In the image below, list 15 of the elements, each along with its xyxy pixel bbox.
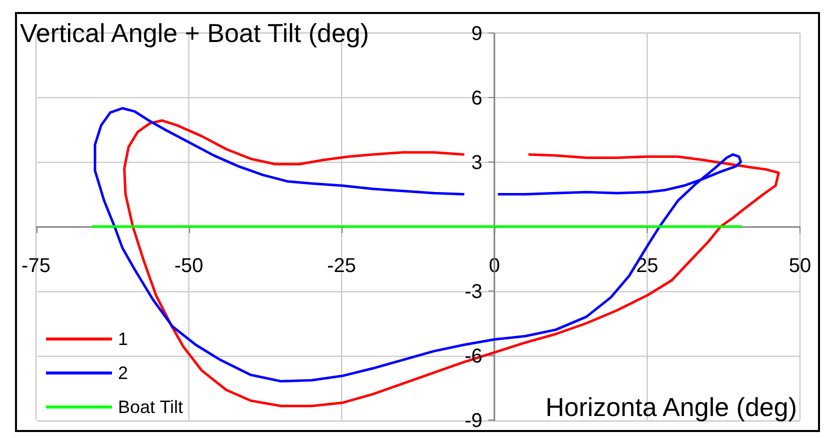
y-axis-title: Vertical Angle + Boat Tilt (deg): [20, 18, 370, 49]
x-tick-label: -50: [174, 255, 204, 277]
y-tick-label: -9: [464, 410, 482, 432]
y-tick-label: 3: [471, 152, 482, 174]
line-series: [94, 107, 742, 383]
y-tick-label: -3: [464, 281, 482, 303]
y-tick-label: 6: [471, 88, 482, 110]
x-tick-label: 50: [788, 255, 812, 277]
x-axis-title: Horizonta Angle (deg): [546, 392, 797, 423]
x-tick-label: -75: [22, 255, 50, 277]
x-tick-label: -25: [327, 255, 356, 277]
legend-label: Boat Tilt: [118, 396, 184, 418]
y-tick-label: 9: [471, 23, 482, 45]
legend-label: 1: [118, 328, 128, 350]
legend-label: 2: [118, 362, 128, 384]
